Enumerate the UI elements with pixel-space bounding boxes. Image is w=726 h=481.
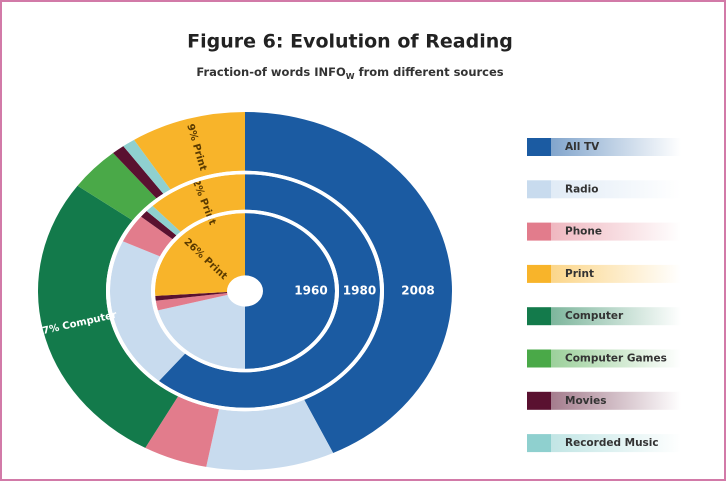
- donut-segment: [140, 211, 177, 240]
- legend-label: Computer: [565, 310, 624, 322]
- legend-label: Phone: [565, 226, 602, 238]
- donut-segment: [206, 399, 334, 471]
- legend-fade: [551, 391, 681, 410]
- donut-segment: [145, 396, 219, 467]
- donut-segment: [134, 111, 245, 190]
- ring-label: 2008: [401, 284, 434, 298]
- donut-segment: [245, 213, 336, 369]
- legend-swatch: [527, 264, 551, 283]
- legend-swatch: [527, 307, 551, 326]
- legend-fade: [551, 307, 681, 326]
- legend-swatch: [527, 222, 551, 241]
- legend-fade: [551, 222, 681, 241]
- legend-label: Print: [565, 268, 594, 280]
- subtitle-text: Fraction-of words INFO: [196, 65, 346, 79]
- legend-label: All TV: [565, 141, 600, 153]
- chart-title: Figure 6: Evolution of Reading: [187, 31, 513, 53]
- legend-fade: [551, 434, 681, 453]
- legend-label: Radio: [565, 183, 599, 195]
- legend-fade: [551, 264, 681, 283]
- donut-segment: [146, 205, 181, 236]
- ring-label: 1980: [343, 284, 376, 298]
- donut-segment: [123, 139, 171, 194]
- donut-segment: [245, 111, 452, 454]
- legend-fade: [551, 138, 681, 156]
- legend-fade: [551, 180, 681, 199]
- donut-segment: [37, 185, 179, 448]
- legend-swatch: [527, 138, 551, 156]
- legend-swatch: [527, 180, 551, 199]
- ring-label: 1960: [294, 284, 327, 298]
- donut-segment: [155, 213, 245, 296]
- donut-segment: [155, 292, 228, 311]
- donut-segment: [158, 174, 380, 408]
- donut-segment: [152, 174, 245, 232]
- donut-segment: [157, 294, 245, 369]
- legend-swatch: [527, 391, 551, 410]
- legend-label: Computer Games: [565, 353, 667, 365]
- legend-label: Movies: [565, 395, 606, 407]
- donut-segment: [110, 241, 186, 381]
- subtitle-subscript: W: [346, 72, 355, 81]
- legend-swatch: [527, 434, 551, 453]
- legend-swatch: [527, 349, 551, 368]
- donut-segment: [77, 153, 157, 221]
- donut-segment: [113, 146, 164, 199]
- donut-segment: [155, 291, 228, 301]
- legend-label: Recorded Music: [565, 437, 659, 449]
- donut-segment: [122, 216, 173, 257]
- legend-fade: [551, 349, 681, 368]
- chart-subtitle: Fraction-of words INFOW from different s…: [196, 65, 503, 81]
- subtitle-text-end: from different sources: [355, 65, 504, 79]
